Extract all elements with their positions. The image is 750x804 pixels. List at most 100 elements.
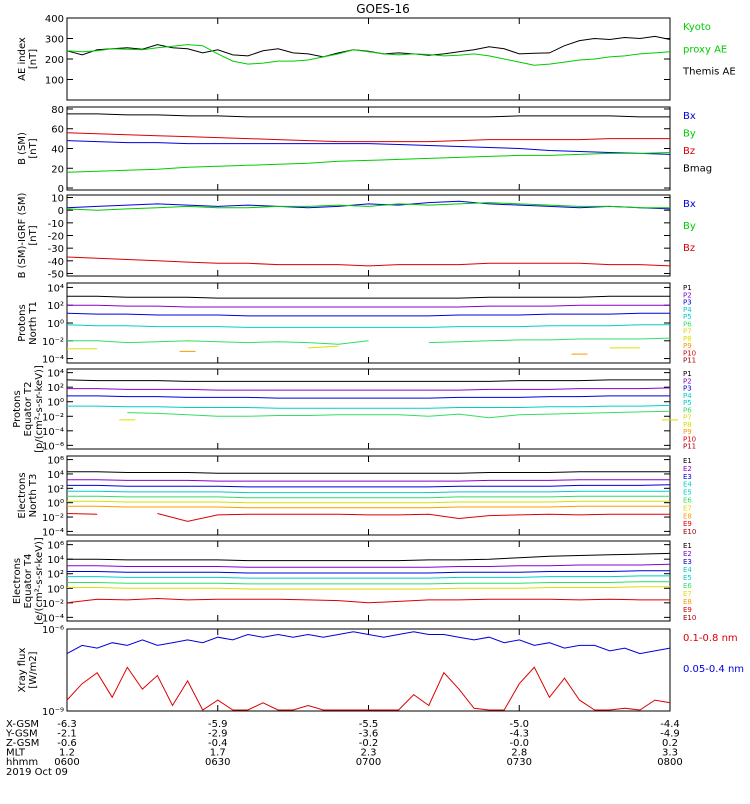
y-axis-label: Electrons (12, 558, 23, 604)
series-bz (66, 132, 670, 143)
footer-value: -5.5 (359, 719, 379, 730)
y-tick-label: 80 (51, 105, 64, 116)
footer-value: 1.7 (210, 748, 226, 759)
y-axis-label: Xray flux (17, 648, 28, 693)
y-tick-label: 10² (47, 301, 64, 312)
series-bmag (67, 113, 670, 118)
legend-entry: E1 (683, 542, 692, 550)
y-axis-label: [nT] (28, 225, 39, 245)
legend-entry: P6 (683, 406, 692, 414)
panel-frame (66, 282, 671, 364)
y-tick-label: 10⁰ (47, 584, 64, 595)
y-axis-label: B (SM)-IGRF (SM) (17, 193, 28, 279)
footer-value: 0700 (356, 757, 381, 768)
series-e2 (67, 563, 671, 568)
panel-b_igrf: 100 -10 -20-30 -40-50 B (SM)-IGRF (SM) [nT] Bx… (17, 193, 696, 281)
y-axis-label: Equator T4 (23, 554, 34, 609)
legend-entry: P11 (683, 443, 696, 451)
y-tick-label: 10⁶ (47, 541, 64, 552)
legend-entry: Bx (683, 199, 696, 210)
y-tick-label: 10⁴ (47, 470, 64, 481)
legend-entry: P9 (683, 428, 692, 436)
series-p4 (66, 324, 670, 328)
footer-row-label: MLT (6, 748, 26, 759)
legend-entry: P4 (683, 306, 692, 314)
panel-electrons_t4: 10⁶ 10⁴ 10² 10⁰ 10⁻² 10⁻⁴ Electrons Equator T4[… (12, 537, 696, 625)
footer-row-label: Y-GSM (5, 729, 38, 740)
legend-entry: E5 (683, 489, 692, 497)
legend-entry: Bz (683, 146, 695, 157)
series-0-1-0-8-nm (66, 631, 671, 655)
footer-table: X-GSM -6.3 -5.9 -5.5 -5.0 -4.4 Y-GSM -2.1 -2.9 -3… (5, 719, 683, 768)
legend-entry: E3 (683, 473, 692, 481)
legend-entry: P7 (683, 414, 692, 422)
y-tick-label: 10⁻² (42, 513, 64, 524)
legend-entry: P10 (683, 350, 696, 358)
legend-entry: E9 (683, 606, 692, 614)
y-axis-label: B (SM) (17, 132, 28, 165)
legend-entry: P8 (683, 421, 692, 429)
y-axis-label: [W/m2] (28, 651, 39, 688)
footer-value: 2.8 (511, 748, 527, 759)
series-p6 (428, 337, 671, 344)
series-p7 (308, 345, 339, 349)
legend-entry: 0.05-0.4 nm (683, 664, 744, 675)
legend-entry: E8 (683, 598, 692, 606)
footer-row-label: hhmm (6, 757, 38, 768)
legend-entry: By (683, 221, 696, 232)
legend-entry: P6 (683, 320, 692, 328)
chart-title: GOES-16 (356, 2, 410, 16)
series-e9 (157, 513, 670, 522)
y-tick-label: 400 (45, 14, 64, 25)
y-tick-label: 10⁰ (47, 319, 64, 330)
legend-entry: E5 (683, 574, 692, 582)
y-axis-label: North T3 (28, 474, 39, 518)
y-axis-label: [nT] (28, 49, 39, 69)
footer-row-label: X-GSM (6, 719, 39, 730)
legend-entry: E3 (683, 558, 692, 566)
y-tick-label: 0 (58, 206, 64, 217)
footer-value: -0.2 (359, 738, 379, 749)
y-tick-label: 300 (45, 35, 64, 46)
series-bz (66, 256, 671, 267)
series-e3 (67, 484, 671, 488)
legend-entry: Kyoto (683, 22, 711, 33)
y-tick-label: 100 (45, 76, 64, 87)
legend-entry: P3 (683, 299, 692, 307)
y-tick-label: 10 (51, 194, 64, 205)
y-tick-label: 10⁻⁴ (42, 527, 64, 538)
legend-entry: P2 (683, 377, 692, 385)
y-tick-label: -50 (48, 269, 64, 280)
series-p2 (67, 387, 671, 391)
series-e8 (67, 505, 670, 509)
series-e6 (67, 495, 670, 499)
panel-ae: 400 300 200 100 AE index [nT] Kyoto proxy AE The… (17, 14, 736, 101)
footer-value: -5.0 (509, 719, 529, 730)
y-tick-label: 10⁴ (47, 369, 64, 380)
y-axis-label: AE index (17, 37, 28, 81)
legend-entry: Bz (683, 243, 695, 254)
y-tick-label: 20 (51, 164, 64, 175)
series-e9 (66, 597, 670, 604)
footer-row-label: Z-GSM (6, 738, 39, 749)
series-e4 (67, 575, 670, 579)
y-tick-label: 10⁴ (47, 555, 64, 566)
legend-entry: E8 (683, 512, 692, 520)
series-e7 (67, 500, 670, 504)
footer-value: -3.6 (359, 729, 379, 740)
y-tick-label: 0 (58, 184, 64, 195)
legend-entry: P1 (683, 284, 692, 292)
legend-entry: P8 (683, 335, 692, 343)
series-p3 (66, 312, 670, 317)
footer-value: -0.6 (57, 738, 77, 749)
footer-value: 1.2 (59, 748, 75, 759)
footer-value: -5.9 (208, 719, 228, 730)
y-tick-label: 10⁶ (47, 456, 64, 467)
series-p3 (67, 395, 670, 399)
footer-value: -2.9 (208, 729, 228, 740)
legend-entry: E2 (683, 550, 692, 558)
series-e4 (67, 490, 670, 494)
